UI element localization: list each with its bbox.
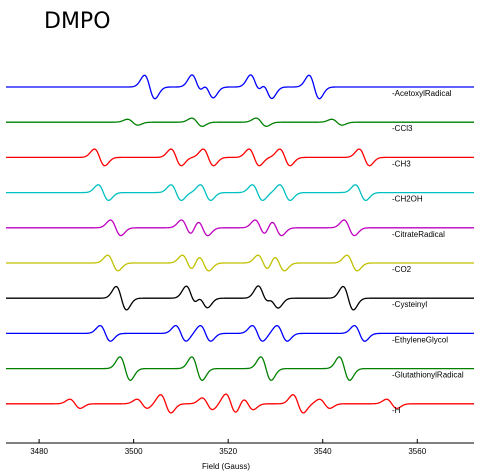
x-axis-ticks: 3480 3500 3520 3540 3560 <box>30 439 427 456</box>
trace-0 <box>6 74 474 100</box>
trace-9 <box>6 393 474 414</box>
series-label-7: -EthyleneGlycol <box>392 335 448 344</box>
x-tick-label-2: 3520 <box>219 447 237 456</box>
series-label-2: -CH3 <box>392 159 411 168</box>
series-label-1: -CCl3 <box>392 124 413 133</box>
series-label-3: -CH2OH <box>392 195 423 204</box>
trace-8 <box>6 356 474 381</box>
trace-3 <box>6 184 474 202</box>
trace-5 <box>6 254 474 272</box>
x-tick-label-1: 3500 <box>125 447 143 456</box>
trace-2 <box>6 148 474 167</box>
series-label-8: -GlutathionylRadical <box>392 371 464 380</box>
trace-group <box>6 74 474 414</box>
chart-title: DMPO <box>44 9 111 34</box>
x-axis-label: Field (Gauss) <box>202 462 250 471</box>
x-tick-label-0: 3480 <box>30 447 48 456</box>
series-label-4: -CitrateRadical <box>392 230 445 239</box>
series-label-5: -CO2 <box>392 265 412 274</box>
trace-7 <box>6 324 474 342</box>
trace-4 <box>6 219 474 237</box>
series-labels: -AcetoxylRadical -CCl3 -CH3 -CH2OH -CitrateR… <box>392 89 464 415</box>
trace-1 <box>6 117 474 127</box>
series-label-0: -AcetoxylRadical <box>392 89 452 98</box>
x-tick-label-3: 3540 <box>314 447 332 456</box>
series-label-9: -H <box>392 406 401 415</box>
trace-6 <box>6 285 474 311</box>
series-label-6: -Cysteinyl <box>392 300 427 309</box>
x-tick-label-4: 3560 <box>408 447 426 456</box>
